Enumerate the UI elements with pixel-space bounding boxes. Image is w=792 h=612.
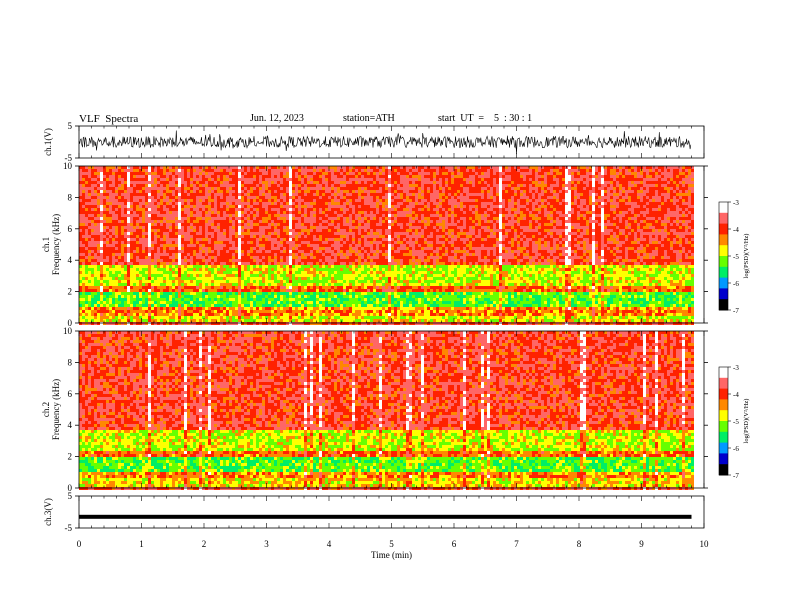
spec1-ytick-label: 2: [68, 287, 73, 297]
wave1-trace: [79, 131, 691, 154]
spec2-colorbar-tick: -7: [733, 472, 739, 480]
ch2-spectrogram-panel: [79, 331, 694, 490]
x-tick-label: 5: [389, 539, 394, 549]
wave3-ylabel: ch.3(V): [43, 498, 53, 526]
spec1-colorbar-tick: -5: [733, 253, 739, 261]
spec2-ytick-label: 8: [68, 357, 73, 367]
spec2-colorbar-tick: -3: [733, 364, 739, 372]
spec2-ytick-label: 6: [68, 389, 73, 399]
spec1-ytick-label: 6: [68, 224, 73, 234]
wave3-ytick-label: -5: [65, 523, 73, 533]
x-tick-label: 0: [77, 539, 82, 549]
spec2-colorbar-tick: -6: [733, 445, 739, 453]
x-tick-label: 2: [202, 539, 207, 549]
x-tick-label: 6: [452, 539, 457, 549]
x-tick-label: 3: [264, 539, 269, 549]
spec1-ytick-label: 4: [68, 255, 73, 265]
spec2-ytick-label: 10: [63, 326, 73, 336]
spec1-ytick-label: 8: [68, 192, 73, 202]
x-tick-label: 8: [577, 539, 582, 549]
ch3-waveform-panel: [79, 515, 692, 519]
axis-labels: 0 1 2 3 4 5 6 7 8 9 10 Time (min): [77, 539, 709, 560]
spec2-ytick-label: 2: [68, 452, 73, 462]
x-tick-label: 4: [327, 539, 332, 549]
spec2-ytick-label: 4: [68, 420, 73, 430]
spec1-colorbar-tick: -3: [733, 199, 739, 207]
x-tick-label: 1: [139, 539, 144, 549]
spec1-colorbar-tick: -7: [733, 307, 739, 315]
wave1-ytick-label: 5: [68, 121, 73, 131]
ch1-waveform-panel: [79, 131, 691, 154]
wave3-ytick-label: 5: [68, 491, 73, 501]
wave1-ytick-label: -5: [65, 153, 73, 163]
spec2-colorbar-tick: -4: [733, 391, 739, 399]
spec1-ylabel: Frequency (kHz): [51, 214, 61, 275]
colorbars: -3 -4 -5 -6 -7 log(PSD)(V²/Hz) -3 -4 -5 -6 -7 log(P…: [719, 199, 750, 480]
spec1-colorbar-label: log(PSD)(V²/Hz): [743, 234, 750, 279]
spec2-ylabel: Frequency (kHz): [51, 379, 61, 440]
x-tick-label: 10: [700, 539, 710, 549]
spec1-colorbar-tick: -4: [733, 226, 739, 234]
ch1-spectrogram-panel: [79, 166, 694, 325]
spec2-channel-label: ch.2: [41, 402, 51, 417]
x-tick-label: 9: [639, 539, 644, 549]
spec2-colorbar-tick: -5: [733, 418, 739, 426]
spec1-colorbar-tick: -6: [733, 280, 739, 288]
wave3-trace: [79, 515, 692, 519]
spec1-channel-label: ch.1: [41, 237, 51, 252]
wave1-ylabel: ch.1(V): [43, 128, 53, 156]
spec2-colorbar-label: log(PSD)(V²/Hz): [743, 399, 750, 444]
x-axis-label: Time (min): [371, 550, 412, 560]
x-tick-label: 7: [514, 539, 519, 549]
